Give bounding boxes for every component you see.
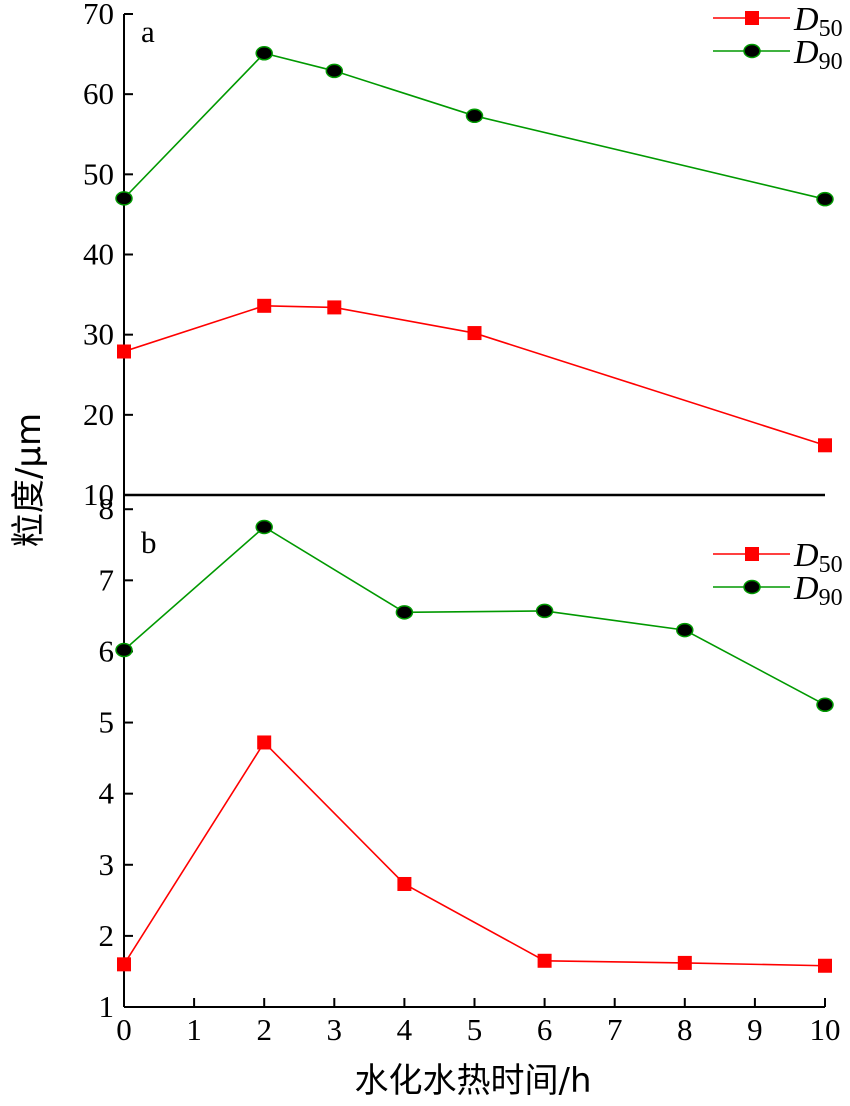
x-axis: 0 1 2 3 4 5 6 7 8 9 10 [116, 998, 841, 1047]
legend-label: D50 [793, 537, 843, 578]
data-point [535, 603, 554, 619]
legend-marker [745, 547, 759, 561]
y-tick-label: 6 [99, 633, 115, 668]
data-point [816, 697, 834, 713]
legend-label-subscript: 50 [819, 552, 843, 578]
series-line-D90 [123, 52, 826, 200]
data-point [255, 46, 273, 61]
y-tick-label: 3 [99, 847, 115, 882]
data-point [465, 108, 484, 124]
y-tick-label: 40 [83, 237, 114, 272]
legend-label-letter: D [793, 537, 819, 574]
y-tick-label: 10 [83, 477, 114, 512]
data-point [117, 957, 131, 972]
data-point [257, 298, 272, 313]
legend-marker [743, 43, 761, 59]
x-tick-label: 1 [186, 1012, 202, 1047]
y-axis-title: 粒度/μm [9, 413, 49, 547]
y-tick-label: 60 [83, 76, 114, 111]
x-tick-label: 0 [116, 1012, 132, 1047]
y-tick-label: 1 [99, 989, 115, 1024]
legend-label-letter: D [793, 570, 819, 607]
data-point [325, 63, 344, 79]
x-tick-label: 6 [537, 1012, 553, 1047]
data-point [467, 326, 482, 341]
panel-label: a [141, 14, 155, 49]
y-tick-label: 2 [99, 918, 115, 953]
data-point [115, 191, 133, 206]
legend-label: D90 [793, 34, 843, 75]
data-point [395, 605, 414, 620]
data-point [397, 876, 412, 891]
legend-marker [743, 579, 761, 595]
legend-label: D90 [793, 570, 843, 611]
y-tick-label: 7 [99, 562, 115, 597]
legend-marker [745, 11, 759, 25]
legend-label-subscript: 90 [819, 49, 843, 75]
data-point [818, 438, 832, 453]
x-tick-label: 10 [810, 1012, 841, 1047]
y-tick-label: 20 [83, 397, 114, 432]
data-point [117, 344, 131, 359]
data-point [816, 191, 834, 207]
data-point [677, 955, 692, 970]
data-point [255, 519, 273, 535]
x-tick-label: 4 [397, 1012, 413, 1047]
series-line-D90 [123, 526, 826, 706]
y-tick-label: 30 [83, 317, 114, 352]
data-point [676, 622, 694, 638]
legend-label: D50 [793, 1, 843, 42]
y-tick-label: 5 [99, 705, 115, 740]
legend-label-letter: D [793, 1, 819, 38]
y-tick-label: 4 [99, 776, 115, 811]
x-tick-label: 7 [607, 1012, 623, 1047]
data-point [818, 958, 832, 973]
data-point [115, 642, 133, 658]
data-point [257, 735, 272, 750]
data-point [327, 300, 342, 315]
legend-label-subscript: 90 [819, 585, 843, 611]
x-tick-label: 3 [327, 1012, 343, 1047]
legend-label-letter: D [793, 34, 819, 71]
panel-label: b [141, 525, 157, 560]
x-tick-label: 9 [747, 1012, 763, 1047]
y-tick-label: 50 [83, 156, 114, 191]
series-line-D50 [123, 741, 826, 967]
x-tick-label: 5 [467, 1012, 483, 1047]
x-tick-label: 8 [677, 1012, 693, 1047]
y-tick-label: 70 [83, 0, 114, 31]
x-axis-title: 水化水热时间/h [354, 1061, 591, 1101]
legend-label-subscript: 50 [819, 16, 843, 42]
data-point [537, 953, 552, 968]
x-tick-label: 2 [256, 1012, 272, 1047]
y-tick-label: 8 [99, 491, 115, 526]
